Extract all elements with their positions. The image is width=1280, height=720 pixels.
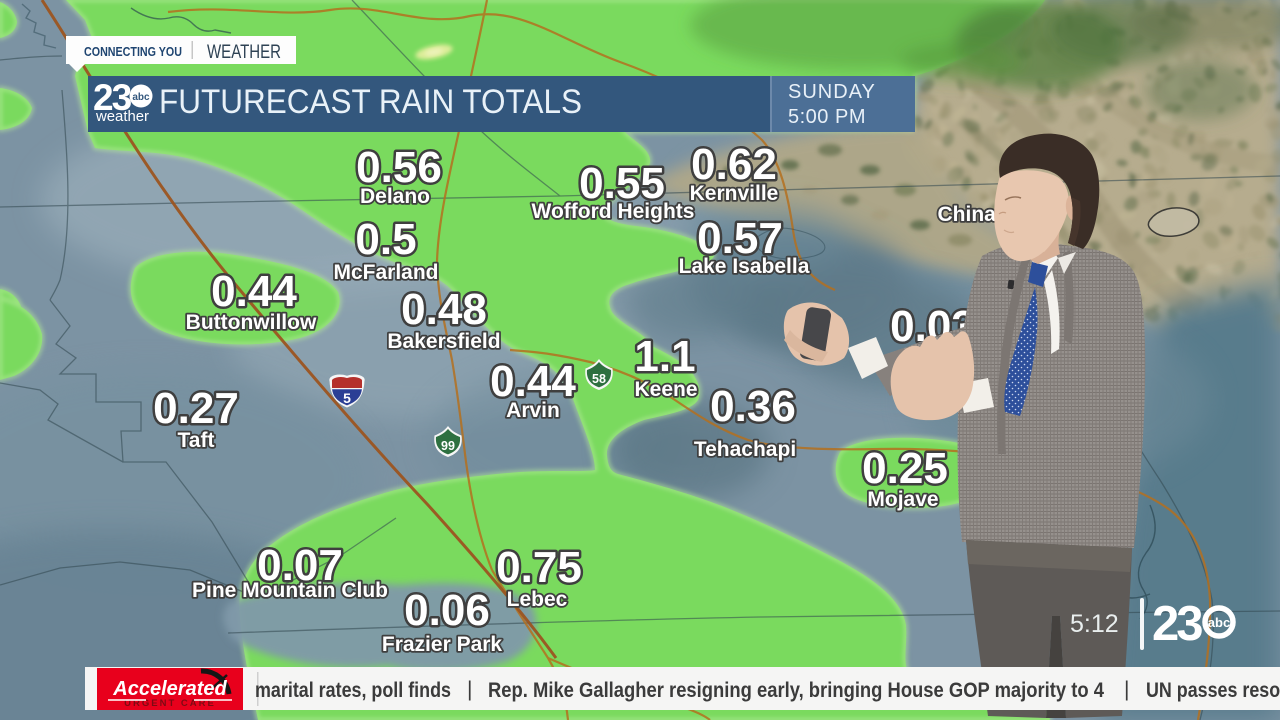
svg-text:Lake Isabella: Lake Isabella (679, 255, 810, 278)
svg-text:5: 5 (343, 390, 351, 406)
svg-text:Frazier Park: Frazier Park (382, 633, 503, 656)
svg-text:0.5: 0.5 (355, 215, 416, 264)
svg-text:Lebec: Lebec (507, 588, 568, 611)
svg-text:marital rates, poll finds: marital rates, poll finds (255, 679, 451, 702)
svg-text:Accelerated: Accelerated (112, 678, 227, 700)
svg-text:0.27: 0.27 (153, 384, 239, 433)
svg-text:weather: weather (95, 108, 149, 125)
svg-text:0.06: 0.06 (404, 586, 490, 635)
svg-text:0.48: 0.48 (401, 285, 487, 334)
svg-text:23: 23 (1152, 597, 1202, 651)
svg-text:99: 99 (441, 439, 455, 453)
svg-text:Tehachapi: Tehachapi (694, 438, 796, 461)
svg-text:0.25: 0.25 (862, 444, 948, 493)
svg-text:Pine Mountain Club: Pine Mountain Club (192, 579, 388, 602)
svg-text:SUNDAY: SUNDAY (788, 81, 876, 103)
svg-text:McFarland: McFarland (333, 261, 438, 284)
svg-text:|: | (467, 678, 472, 701)
svg-text:5:00 PM: 5:00 PM (788, 106, 866, 128)
svg-text:0.44: 0.44 (211, 267, 297, 316)
svg-text:23: 23 (93, 77, 132, 118)
svg-text:FUTURECAST RAIN TOTALS: FUTURECAST RAIN TOTALS (159, 83, 582, 121)
svg-text:0.07: 0.07 (257, 541, 343, 590)
svg-text:58: 58 (592, 372, 606, 386)
svg-text:Arvin: Arvin (506, 399, 560, 422)
svg-text:|: | (1124, 678, 1129, 701)
svg-text:WEATHER: WEATHER (207, 42, 281, 63)
svg-text:0.44: 0.44 (490, 357, 576, 406)
svg-text:CONNECTING YOU: CONNECTING YOU (84, 44, 182, 59)
svg-text:5:12: 5:12 (1070, 610, 1119, 638)
svg-text:Keene: Keene (634, 378, 697, 401)
svg-text:0.75: 0.75 (496, 543, 582, 592)
svg-text:0.62: 0.62 (691, 140, 777, 189)
svg-text:1.1: 1.1 (634, 332, 695, 381)
svg-text:0.55: 0.55 (579, 159, 665, 208)
svg-text:Kernville: Kernville (690, 182, 779, 205)
svg-text:Wofford Heights: Wofford Heights (532, 200, 695, 223)
svg-text:0.36: 0.36 (710, 382, 796, 431)
svg-text:abc: abc (1208, 615, 1230, 630)
svg-text:Buttonwillow: Buttonwillow (186, 311, 317, 334)
svg-text:UN passes resolu: UN passes resolu (1146, 679, 1280, 702)
svg-text:Rep. Mike Gallagher resigning: Rep. Mike Gallagher resigning early, bri… (488, 679, 1104, 702)
svg-text:Taft: Taft (178, 429, 215, 452)
svg-text:Delano: Delano (360, 185, 430, 208)
svg-text:Bakersfield: Bakersfield (387, 330, 500, 353)
svg-text:0.56: 0.56 (356, 143, 442, 192)
svg-text:0.57: 0.57 (697, 214, 783, 263)
svg-text:URGENT CARE: URGENT CARE (124, 698, 216, 709)
svg-text:abc: abc (132, 92, 150, 103)
svg-text:Mojave: Mojave (867, 488, 938, 511)
